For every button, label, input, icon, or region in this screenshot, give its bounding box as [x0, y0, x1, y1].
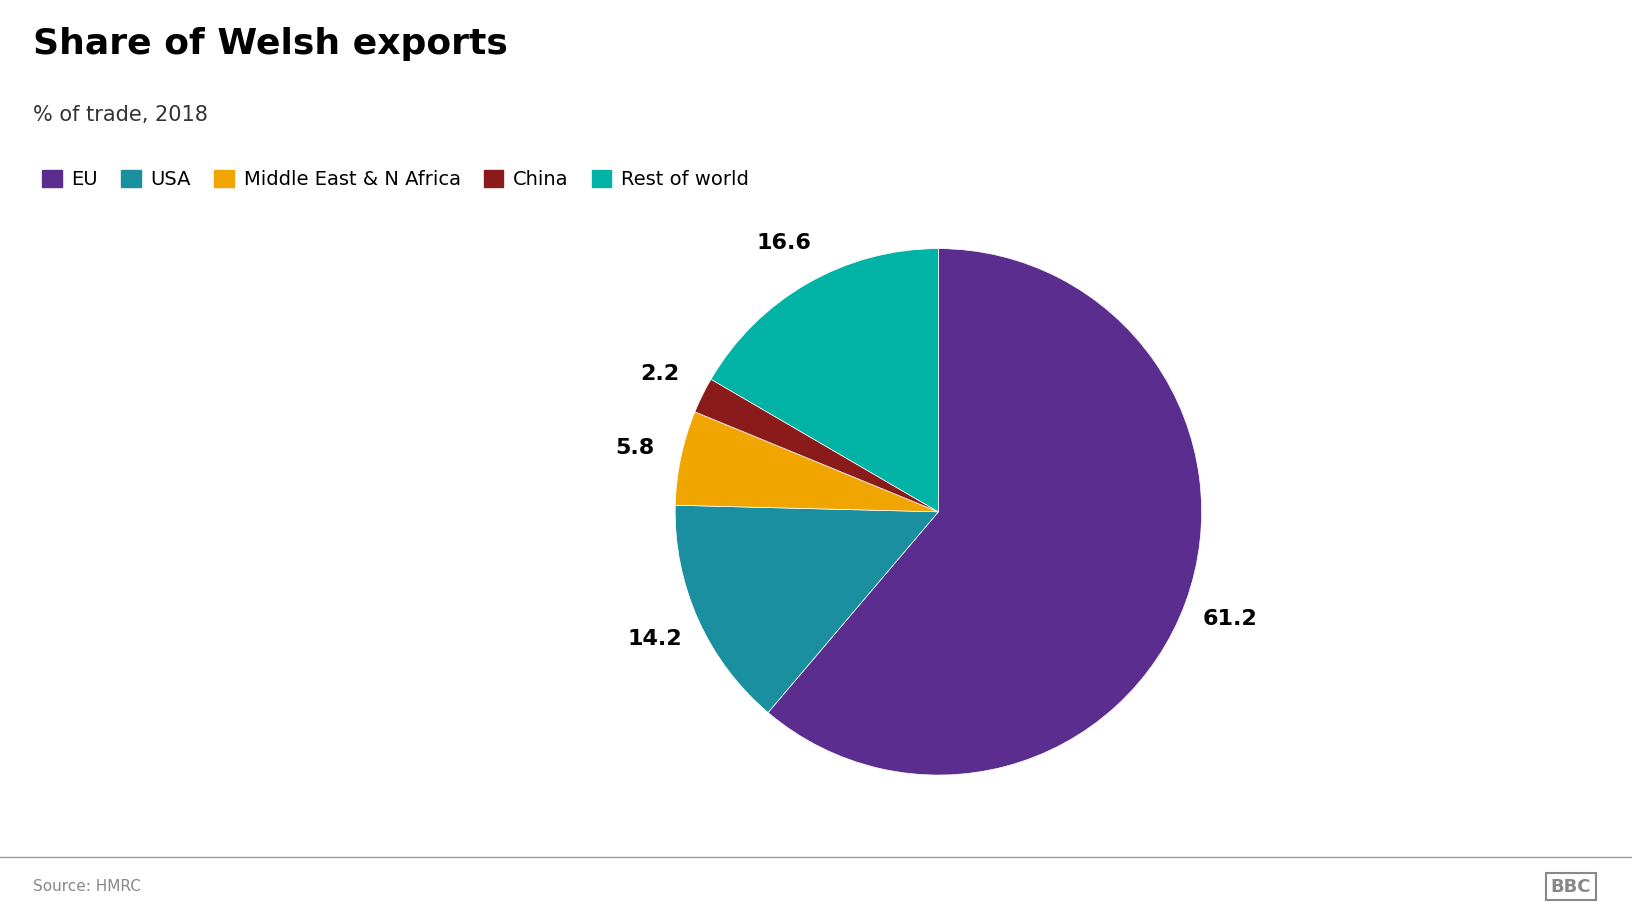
Wedge shape	[695, 379, 938, 512]
Wedge shape	[712, 249, 938, 512]
Text: Share of Welsh exports: Share of Welsh exports	[33, 27, 508, 61]
Text: 16.6: 16.6	[756, 232, 811, 252]
Text: % of trade, 2018: % of trade, 2018	[33, 105, 207, 125]
Text: BBC: BBC	[1550, 877, 1591, 896]
Text: 5.8: 5.8	[615, 438, 654, 458]
Wedge shape	[676, 412, 938, 512]
Text: 61.2: 61.2	[1203, 609, 1257, 629]
Legend: EU, USA, Middle East & N Africa, China, Rest of world: EU, USA, Middle East & N Africa, China, …	[42, 170, 749, 189]
Wedge shape	[676, 505, 938, 713]
Text: Source: HMRC: Source: HMRC	[33, 879, 140, 894]
Text: 2.2: 2.2	[640, 365, 679, 384]
Text: 14.2: 14.2	[628, 629, 682, 649]
Wedge shape	[769, 249, 1201, 775]
